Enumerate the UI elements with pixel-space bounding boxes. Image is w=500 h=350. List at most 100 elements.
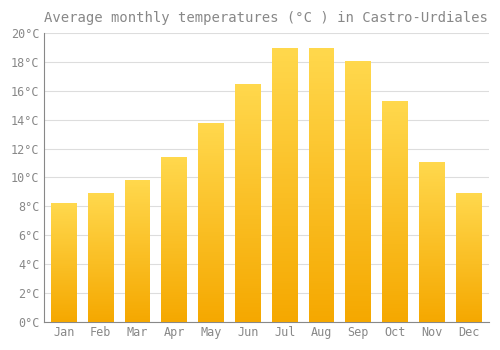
Bar	[88, 281, 114, 282]
Bar	[272, 294, 297, 297]
Bar	[272, 86, 297, 89]
Bar	[346, 238, 371, 241]
Bar	[162, 228, 187, 230]
Bar	[124, 189, 150, 190]
Bar	[162, 226, 187, 228]
Bar	[382, 317, 408, 320]
Bar	[346, 243, 371, 246]
Bar	[235, 86, 261, 89]
Bar	[272, 218, 297, 220]
Bar	[346, 126, 371, 128]
Bar	[308, 176, 334, 179]
Bar	[308, 152, 334, 155]
Bar	[308, 157, 334, 160]
Bar	[308, 146, 334, 149]
Bar	[162, 178, 187, 180]
Bar	[198, 180, 224, 182]
Bar	[456, 304, 481, 305]
Bar	[419, 171, 444, 173]
Bar	[235, 272, 261, 274]
Bar	[419, 176, 444, 177]
Bar	[51, 215, 77, 216]
Bar	[235, 210, 261, 212]
Bar	[124, 254, 150, 255]
Bar	[308, 316, 334, 319]
Bar	[346, 66, 371, 69]
Bar	[235, 150, 261, 153]
Bar	[346, 257, 371, 259]
Bar	[382, 132, 408, 134]
Bar	[419, 301, 444, 302]
Bar	[124, 218, 150, 220]
Bar	[346, 264, 371, 267]
Bar	[88, 312, 114, 313]
Bar	[51, 303, 77, 304]
Bar	[419, 179, 444, 181]
Bar	[419, 250, 444, 251]
Bar	[88, 255, 114, 256]
Bar	[51, 271, 77, 272]
Bar	[382, 209, 408, 211]
Bar	[419, 211, 444, 213]
Bar	[419, 221, 444, 223]
Bar	[456, 202, 481, 204]
Bar	[346, 194, 371, 196]
Bar	[272, 89, 297, 91]
Bar	[235, 288, 261, 291]
Bar	[272, 100, 297, 103]
Bar	[308, 160, 334, 163]
Bar	[272, 278, 297, 281]
Bar	[419, 258, 444, 259]
Bar	[272, 242, 297, 245]
Bar	[308, 171, 334, 174]
Bar	[124, 292, 150, 293]
Bar	[346, 160, 371, 162]
Bar	[235, 127, 261, 129]
Bar	[456, 197, 481, 198]
Bar	[51, 277, 77, 278]
Bar	[419, 215, 444, 216]
Bar	[382, 220, 408, 222]
Bar	[162, 180, 187, 182]
Bar	[88, 246, 114, 247]
Bar	[382, 194, 408, 196]
Bar	[198, 200, 224, 202]
Bar	[88, 318, 114, 319]
Bar	[272, 259, 297, 261]
Bar	[382, 156, 408, 159]
Bar	[162, 309, 187, 310]
Bar	[124, 255, 150, 257]
Bar	[124, 285, 150, 286]
Bar	[51, 260, 77, 261]
Bar	[51, 207, 77, 208]
Bar	[124, 296, 150, 298]
Bar	[198, 298, 224, 300]
Bar	[124, 298, 150, 299]
Bar	[382, 236, 408, 238]
Bar	[198, 254, 224, 256]
Bar	[456, 273, 481, 274]
Bar	[419, 299, 444, 301]
Bar	[51, 299, 77, 300]
Bar	[382, 218, 408, 220]
Bar	[382, 273, 408, 275]
Bar	[346, 100, 371, 103]
Bar	[51, 228, 77, 230]
Bar	[124, 234, 150, 236]
Bar	[272, 70, 297, 72]
Bar	[308, 267, 334, 270]
Bar	[235, 300, 261, 303]
Bar	[272, 220, 297, 223]
Bar	[308, 239, 334, 242]
Bar	[456, 291, 481, 292]
Bar	[162, 210, 187, 211]
Bar	[419, 202, 444, 203]
Bar	[419, 271, 444, 272]
Bar	[88, 206, 114, 208]
Bar	[308, 78, 334, 80]
Bar	[346, 316, 371, 319]
Bar	[272, 94, 297, 97]
Bar	[162, 211, 187, 213]
Bar	[198, 320, 224, 322]
Bar	[456, 255, 481, 256]
